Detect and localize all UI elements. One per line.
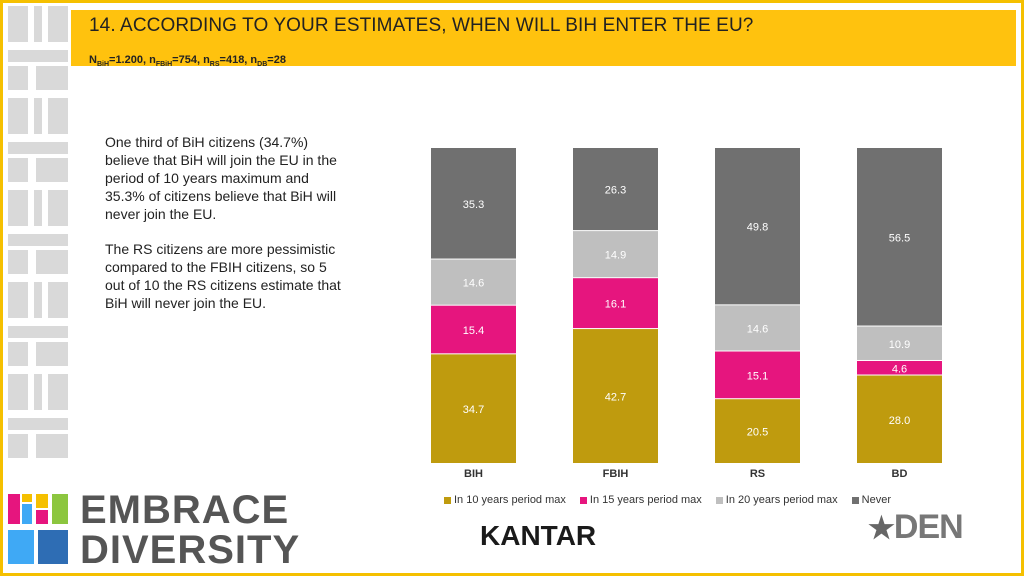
data-label-bd-1: 4.6	[892, 363, 907, 375]
data-label-fbih-2: 14.9	[605, 250, 626, 262]
embrace-diversity-logo: EMBRACE DIVERSITY	[8, 490, 299, 570]
bar-segment-bih-2	[431, 259, 516, 305]
data-label-rs-1: 15.1	[747, 370, 768, 382]
category-label-bih: BIH	[464, 468, 483, 480]
bar-segment-bd-2	[857, 326, 942, 360]
data-label-rs-0: 20.5	[747, 427, 768, 439]
commentary-paragraph-1: One third of BiH citizens (34.7%) believ…	[105, 134, 337, 222]
embrace-diversity-wordmark: EMBRACE DIVERSITY	[80, 488, 301, 572]
data-label-bih-2: 14.6	[463, 278, 484, 290]
sidebar-decoration	[6, 4, 72, 490]
legend-label: In 20 years period max	[725, 494, 838, 506]
bar-segment-fbih-3	[573, 148, 658, 231]
commentary-paragraph-2: The RS citizens are more pessimistic com…	[105, 241, 341, 311]
den-logo: ★DEN	[868, 508, 964, 546]
bar-segment-bih-1	[431, 305, 516, 354]
data-label-fbih-0: 42.7	[605, 392, 626, 404]
kantar-logo: KANTAR	[480, 520, 597, 551]
data-label-bd-2: 10.9	[889, 339, 910, 351]
slide-title: 14. ACCORDING TO YOUR ESTIMATES, WHEN WI…	[89, 15, 754, 36]
legend-label: In 10 years period max	[454, 494, 566, 506]
category-label-rs: RS	[750, 468, 765, 480]
bar-segment-bih-3	[431, 148, 516, 259]
legend-item-0: In 10 years period max	[444, 494, 566, 506]
bar-segment-fbih-1	[573, 278, 658, 329]
legend-swatch	[579, 496, 587, 504]
bar-segment-fbih-2	[573, 231, 658, 278]
bar-segment-fbih-0	[573, 329, 658, 463]
bar-segment-rs-2	[715, 305, 800, 351]
legend-item-1: In 15 years period max	[579, 494, 702, 506]
chart-legend: In 10 years period max In 15 years period…	[444, 494, 905, 506]
bih-eu-logo-mark	[8, 494, 68, 564]
bar-segment-rs-1	[715, 351, 800, 399]
category-label-fbih: FBIH	[603, 468, 629, 480]
data-label-rs-3: 49.8	[747, 222, 768, 234]
data-label-bih-0: 34.7	[463, 404, 484, 416]
bar-segment-bd-1	[857, 360, 942, 375]
legend-label: Never	[861, 494, 892, 506]
category-label-bd: BD	[892, 468, 908, 480]
commentary: One third of BiH citizens (34.7%) believ…	[105, 133, 350, 329]
data-label-fbih-3: 26.3	[605, 185, 626, 197]
bar-segment-rs-3	[715, 148, 800, 305]
title-bar: 14. ACCORDING TO YOUR ESTIMATES, WHEN WI…	[71, 10, 1016, 69]
legend-item-3: Never	[851, 494, 892, 506]
legend-swatch	[851, 496, 859, 504]
legend-swatch	[715, 496, 723, 504]
legend-label: In 15 years period max	[589, 494, 702, 506]
legend-item-2: In 20 years period max	[715, 494, 838, 506]
bar-segment-bd-3	[857, 148, 942, 326]
bar-segment-bih-0	[431, 354, 516, 463]
data-label-bd-3: 56.5	[889, 232, 910, 244]
sidebar-pattern	[8, 6, 68, 458]
sample-sizes: NBiH=1.200, nFBiH=754, nRS=418, nDB=28	[89, 54, 286, 69]
data-label-bd-0: 28.0	[889, 415, 910, 427]
bar-segment-rs-0	[715, 399, 800, 463]
data-label-bih-1: 15.4	[463, 325, 484, 337]
data-label-rs-2: 14.6	[747, 323, 768, 335]
data-label-fbih-1: 16.1	[605, 299, 626, 311]
legend-swatch	[444, 496, 451, 504]
bar-segment-bd-0	[857, 375, 942, 463]
data-label-bih-3: 35.3	[463, 199, 484, 211]
